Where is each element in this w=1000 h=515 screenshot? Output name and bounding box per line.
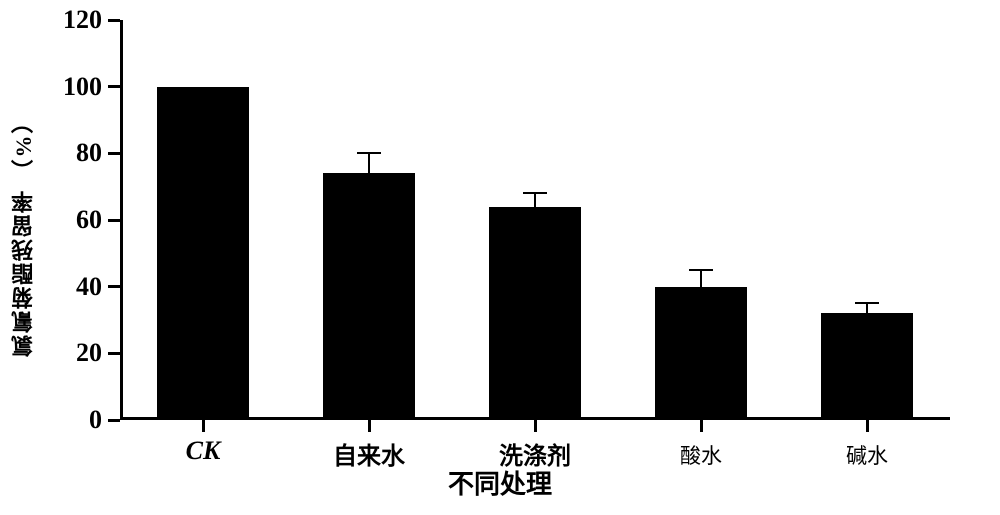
error-bar-cap-top [855,302,879,304]
y-axis-line [120,20,123,420]
error-bar-cap-bottom [689,302,713,304]
y-tick-label: 80 [76,138,120,168]
y-tick-label: 100 [63,72,120,102]
error-bar-cap-bottom [523,219,547,221]
x-tick-label: CK [186,420,221,466]
x-tick-label: 酸水 [680,420,722,470]
x-tick-label: 碱水 [846,420,888,470]
y-tick-label: 40 [76,272,120,302]
error-bar-cap-top [357,152,381,154]
y-tick-label: 120 [63,5,120,35]
error-bar-cap-bottom [357,192,381,194]
y-axis-label: 氯氰菊酯残留率 （%） [8,109,40,357]
error-bar-cap-top [523,192,547,194]
plot-area: 020406080100120CK自来水洗涤剂酸水碱水 [120,20,950,420]
y-tick-label: 0 [89,405,120,435]
bar [821,313,912,420]
bar [489,207,580,420]
error-bar-stem [534,193,536,220]
bar-chart: 氯氰菊酯残留率 （%） 020406080100120CK自来水洗涤剂酸水碱水 … [0,0,1000,515]
x-axis-title: 不同处理 [448,464,552,501]
y-tick-label: 60 [76,205,120,235]
error-bar-stem [700,270,702,303]
bar [157,87,248,420]
error-bar-cap-bottom [855,322,879,324]
error-bar-cap-top [689,269,713,271]
bar [323,173,414,420]
y-tick-label: 20 [76,338,120,368]
error-bar-stem [368,153,370,193]
bar [655,287,746,420]
x-tick-label: 自来水 [333,420,405,471]
error-bar-stem [866,303,868,323]
